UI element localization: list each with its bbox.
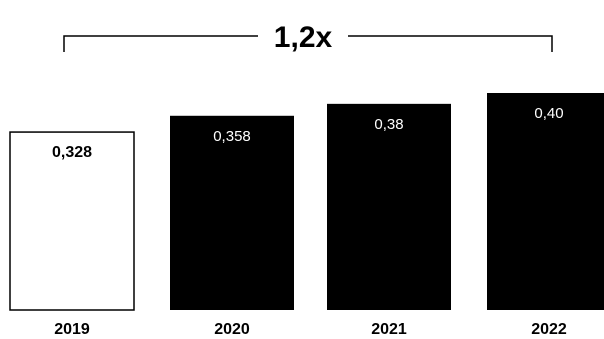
x-tick-label-2020: 2020 [214, 321, 250, 338]
growth-bracket: 1,2x [63, 21, 553, 54]
x-axis-tick-labels: 2019 2020 2021 2022 [54, 321, 567, 338]
bar-2022 [487, 93, 604, 310]
data-label-2022: 0,40 [534, 105, 563, 122]
data-label-2019: 0,328 [52, 144, 92, 161]
data-label-2020: 0,358 [213, 128, 251, 145]
bracket-right-line [348, 35, 553, 52]
value-labels-group: 0,328 0,358 0,38 0,40 [52, 105, 564, 161]
x-tick-label-2019: 2019 [54, 321, 90, 338]
x-tick-label-2021: 2021 [371, 321, 407, 338]
data-label-2021: 0,38 [374, 116, 403, 133]
bar-2019 [9, 131, 135, 311]
x-tick-label-2022: 2022 [531, 321, 567, 338]
growth-multiplier-label: 1,2x [274, 21, 333, 54]
bracket-left-line [63, 35, 258, 52]
bar-2021 [327, 103, 451, 310]
bar-2020 [170, 115, 294, 310]
bars-group [9, 93, 604, 311]
